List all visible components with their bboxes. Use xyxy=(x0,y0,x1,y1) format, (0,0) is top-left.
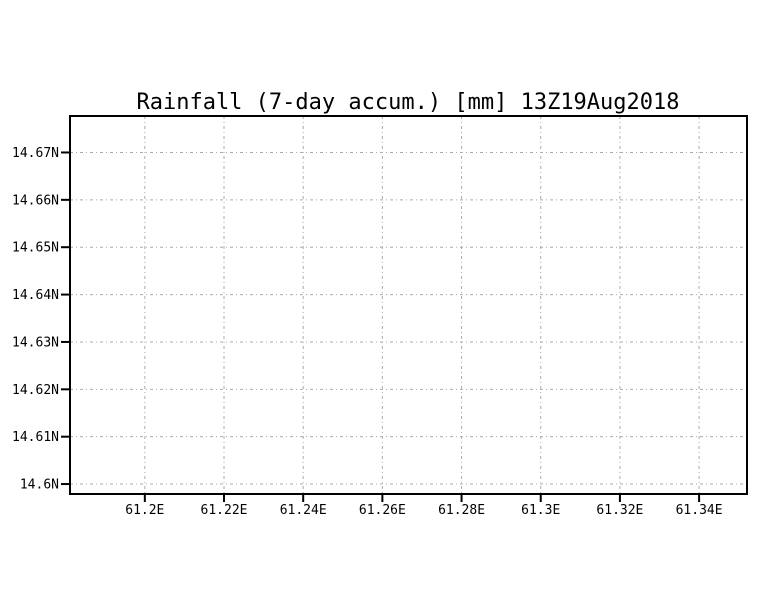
y-tick-label: 14.66N xyxy=(12,193,59,208)
tick-layer xyxy=(61,151,701,502)
y-tick-label: 14.67N xyxy=(12,146,59,161)
x-tick-label: 61.3E xyxy=(521,503,560,518)
y-tick-label: 14.64N xyxy=(12,288,59,303)
grid-layer xyxy=(70,116,747,494)
y-tick-label: 14.62N xyxy=(12,383,59,398)
x-tick-label: 61.28E xyxy=(438,503,485,518)
y-tick-label: 14.6N xyxy=(20,478,59,493)
x-tick-label: 61.22E xyxy=(201,503,248,518)
tick-label-layer: 61.2E 61.22E 61.24E 61.26E 61.28E 61.3E 61.32E… xyxy=(12,146,723,518)
x-tick-label: 61.24E xyxy=(280,503,327,518)
x-tick-label: 61.32E xyxy=(596,503,643,518)
y-tick-label: 14.63N xyxy=(12,335,59,350)
y-tick-label: 14.61N xyxy=(12,430,59,445)
x-tick-label: 61.34E xyxy=(676,503,723,518)
plot-frame xyxy=(69,115,748,495)
x-tick-label: 61.2E xyxy=(125,503,164,518)
y-tick-label: 14.65N xyxy=(12,241,59,256)
chart-title: Rainfall (7-day accum.) [mm] 13Z19Aug201… xyxy=(136,90,679,115)
x-tick-label: 61.26E xyxy=(359,503,406,518)
